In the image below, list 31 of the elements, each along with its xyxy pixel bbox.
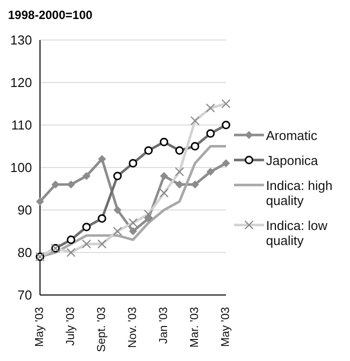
x-tick-label: Sept. '03 (96, 307, 108, 352)
point (67, 180, 75, 188)
x-tick-label: May '03 (34, 307, 46, 347)
y-tick-label: 100 (10, 160, 32, 176)
x-tick-label: Jan '03 (158, 307, 170, 344)
legend-label: Indica: high quality (266, 178, 334, 208)
point (36, 198, 44, 206)
legend-label: Aromatic (266, 128, 318, 142)
point (114, 206, 122, 214)
point (52, 180, 60, 188)
y-tick-label: 70 (18, 288, 32, 303)
point (129, 227, 137, 236)
legend-label: Indica: low quality (266, 218, 328, 248)
point (222, 159, 230, 168)
point (206, 168, 214, 176)
y-tick-label: 80 (18, 245, 32, 260)
point (191, 180, 199, 188)
x-tick-label: Nov. '03 (127, 307, 139, 348)
y-tick-label: 130 (10, 32, 32, 48)
y-tick-label: 120 (10, 75, 32, 90)
y-tick-label: 110 (11, 118, 32, 133)
point (176, 180, 184, 188)
point (98, 155, 106, 163)
point (82, 172, 90, 180)
legend-label: Japonica (266, 152, 318, 168)
x-tick-label: Mar. '03 (189, 307, 201, 348)
y-tick-label: 90 (18, 202, 32, 218)
x-tick-label: May '03 (220, 307, 232, 347)
x-tick-label: July '03 (65, 307, 77, 346)
point (160, 172, 168, 180)
chart-title: 1998-2000=100 (8, 8, 94, 24)
